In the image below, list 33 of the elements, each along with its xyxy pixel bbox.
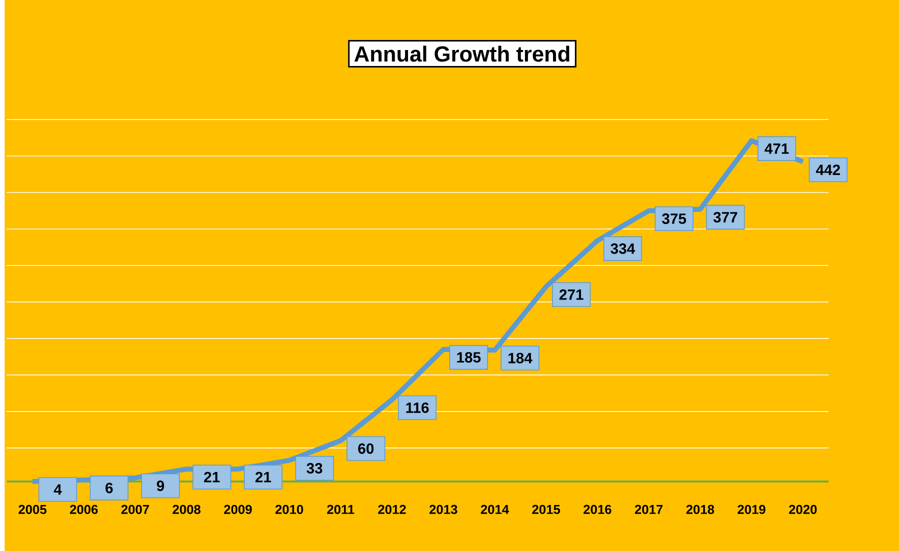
data-label: 471: [764, 143, 789, 154]
x-tick-label: 2017: [634, 504, 663, 514]
x-tick-label: 2016: [584, 504, 612, 514]
data-label: 21: [204, 472, 220, 482]
data-label: 21: [255, 472, 272, 482]
data-label: 377: [713, 212, 738, 222]
x-tick-label: 2007: [121, 504, 149, 514]
x-tick-label: 2012: [378, 504, 406, 514]
x-tick-label: 2019: [738, 504, 766, 514]
x-tick-label: 2014: [480, 504, 509, 514]
x-tick-label: 2013: [429, 504, 458, 514]
data-label: 4: [54, 484, 62, 495]
x-tick-label: 2008: [172, 504, 201, 514]
data-label: 33: [306, 462, 322, 474]
x-tick-label: 2020: [789, 504, 817, 514]
data-label: 9: [156, 480, 164, 492]
x-tick-label: 2010: [275, 504, 304, 514]
x-tick-label: 2018: [686, 504, 714, 514]
data-label: 6: [106, 482, 113, 494]
x-tick-label: 2011: [327, 504, 354, 514]
data-label: 271: [559, 289, 584, 300]
data-label: 184: [508, 352, 532, 364]
chart-title: Annual Growth trend: [354, 46, 570, 62]
data-label: 185: [457, 352, 481, 363]
data-label: 116: [406, 402, 429, 413]
data-label: 60: [358, 443, 374, 454]
x-tick-label: 2009: [224, 504, 252, 514]
data-label: 334: [610, 243, 636, 254]
data-label: 375: [662, 213, 686, 224]
x-tick-label: 2015: [532, 504, 560, 514]
data-label: 442: [816, 164, 840, 175]
x-tick-label: 2006: [70, 504, 98, 514]
x-tick-label: 2005: [18, 504, 46, 514]
